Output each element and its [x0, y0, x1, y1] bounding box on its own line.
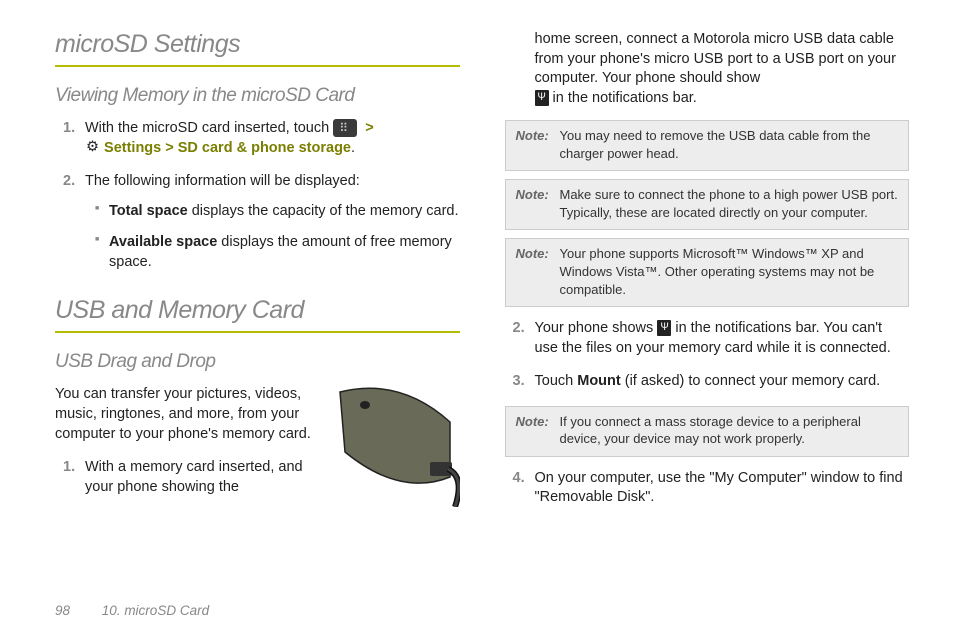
step-number: 1.	[63, 458, 75, 478]
left-column: microSD Settings Viewing Memory in the m…	[55, 30, 460, 616]
note-label: Note:	[516, 413, 560, 448]
step-r4: 4. On your computer, use the "My Compute…	[505, 469, 910, 508]
note-label: Note:	[516, 127, 560, 162]
step-number: 2.	[63, 172, 75, 192]
step-r2: 2. Your phone shows in the notifications…	[505, 319, 910, 358]
gear-icon: ⚙	[85, 140, 100, 155]
launcher-icon	[333, 119, 357, 137]
usb-intro-block: You can transfer your pictures, videos, …	[55, 385, 460, 511]
cont-text-2: in the notifications bar.	[553, 90, 697, 106]
step-r3-a: Touch	[535, 373, 578, 389]
step-2-text: The following information will be displa…	[85, 173, 360, 189]
step-b1: 1. With a memory card inserted, and your…	[55, 458, 460, 497]
step-number: 4.	[513, 469, 525, 489]
usb-icon	[657, 320, 671, 336]
steps-list-right: 2. Your phone shows in the notifications…	[505, 319, 910, 392]
period: .	[351, 140, 355, 156]
note-label: Note:	[516, 186, 560, 221]
settings-path: Settings > SD card & phone storage	[104, 140, 351, 156]
page-footer: 98 10. microSD Card	[55, 603, 209, 618]
note-text-1: You may need to remove the USB data cabl…	[560, 127, 899, 162]
note-label: Note:	[516, 245, 560, 298]
continuation-text: home screen, connect a Motorola micro US…	[505, 30, 910, 108]
heading-usb-memory: USB and Memory Card	[55, 296, 460, 333]
right-column: home screen, connect a Motorola micro US…	[505, 30, 910, 616]
page-number: 98	[55, 603, 70, 618]
heading-viewing-memory: Viewing Memory in the microSD Card	[55, 85, 460, 107]
cont-text-1: home screen, connect a Motorola micro US…	[535, 31, 896, 86]
text-total-space: displays the capacity of the memory card…	[188, 203, 459, 219]
note-text-2: Make sure to connect the phone to a high…	[560, 186, 899, 221]
step-2: 2. The following information will be dis…	[55, 172, 460, 272]
note-box-2: Note: Make sure to connect the phone to …	[505, 179, 910, 230]
breadcrumb-gt: >	[365, 120, 373, 136]
step-r4-text: On your computer, use the "My Computer" …	[535, 470, 903, 506]
note-text-4: If you connect a mass storage device to …	[560, 413, 899, 448]
step-r2-a: Your phone shows	[535, 320, 658, 336]
bullet-total-space: Total space displays the capacity of the…	[99, 202, 460, 222]
note-box-4: Note: If you connect a mass storage devi…	[505, 406, 910, 457]
step-1: 1. With the microSD card inserted, touch…	[55, 119, 460, 158]
step-number: 3.	[513, 372, 525, 392]
label-available-space: Available space	[109, 234, 217, 250]
note-box-1: Note: You may need to remove the USB dat…	[505, 120, 910, 171]
step-r3-bold: Mount	[577, 373, 620, 389]
step-r3: 3. Touch Mount (if asked) to connect you…	[505, 372, 910, 392]
step-number: 2.	[513, 319, 525, 339]
section-label: 10. microSD Card	[102, 603, 209, 618]
usb-icon	[535, 90, 549, 106]
note-text-3: Your phone supports Microsoft™ Windows™ …	[560, 245, 899, 298]
heading-microsd-settings: microSD Settings	[55, 30, 460, 67]
bullet-available-space: Available space displays the amount of f…	[99, 233, 460, 272]
label-total-space: Total space	[109, 203, 188, 219]
heading-usb-drag-drop: USB Drag and Drop	[55, 351, 460, 373]
step-b1-text: With a memory card inserted, and your ph…	[85, 459, 303, 495]
steps-list-right-2: 4. On your computer, use the "My Compute…	[505, 469, 910, 508]
note-box-3: Note: Your phone supports Microsoft™ Win…	[505, 238, 910, 307]
step-number: 1.	[63, 119, 75, 139]
steps-list-usb: 1. With a memory card inserted, and your…	[55, 458, 460, 497]
steps-list-viewing: 1. With the microSD card inserted, touch…	[55, 119, 460, 272]
manual-page: microSD Settings Viewing Memory in the m…	[0, 0, 954, 636]
bullet-list: Total space displays the capacity of the…	[85, 202, 460, 273]
step-r3-b: (if asked) to connect your memory card.	[621, 373, 881, 389]
step-1-text-pre: With the microSD card inserted, touch	[85, 120, 333, 136]
